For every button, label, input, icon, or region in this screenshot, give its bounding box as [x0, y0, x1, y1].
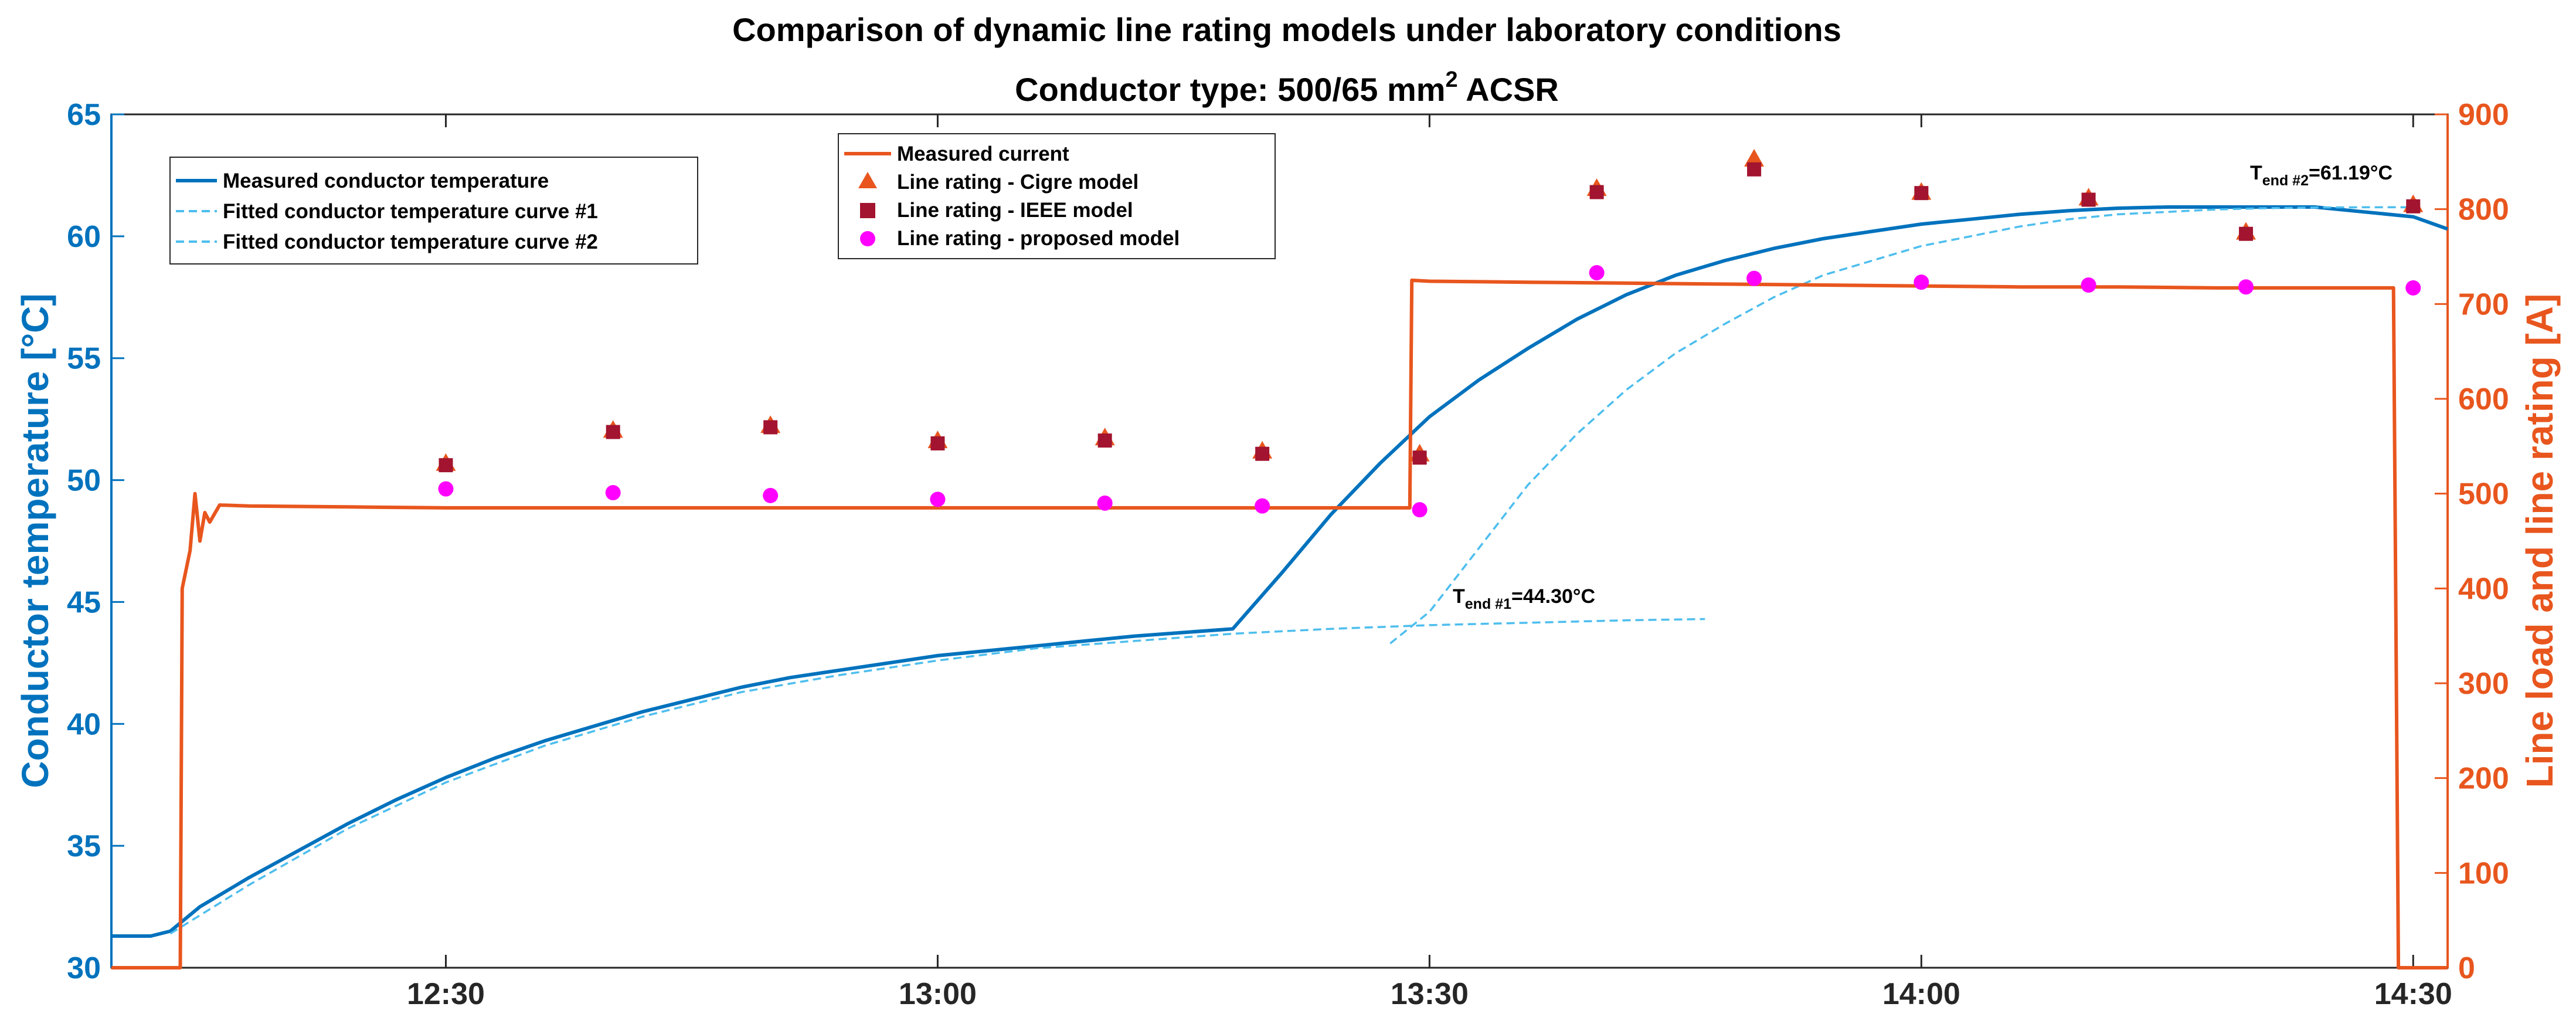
cigre-marker [1744, 148, 1765, 167]
right-tick-label: 500 [2458, 477, 2509, 511]
right-tick-label: 200 [2458, 762, 2509, 796]
series-fit-1-line [169, 618, 1705, 935]
proposed-marker [1097, 495, 1113, 511]
x-tick-label: 14:30 [2374, 977, 2452, 1011]
ieee-marker [1589, 185, 1604, 199]
x-tick-label: 14:00 [1882, 977, 1960, 1011]
ieee-marker [2239, 226, 2254, 241]
chart-title: Comparison of dynamic line rating models… [732, 11, 1841, 48]
series-layer [111, 148, 2449, 969]
right-tick-label: 300 [2458, 667, 2509, 701]
legend-label-temperature: Measured conductor temperature [223, 169, 549, 192]
x-tick-label: 13:30 [1391, 977, 1469, 1011]
proposed-marker [1255, 498, 1270, 514]
x-ticks: 12:30 13:00 13:30 14:00 14:30 [407, 114, 2452, 1011]
proposed-marker [1746, 270, 1762, 286]
subtitle-suffix: ACSR [1458, 71, 1559, 108]
legend-label-fit-2: Fitted conductor temperature curve #2 [223, 230, 598, 253]
x-tick-label: 12:30 [407, 977, 485, 1011]
right-tick-label: 900 [2458, 98, 2509, 132]
legend-swatch-cigre [858, 172, 877, 188]
legend-swatch-ieee [860, 203, 875, 218]
annotation-2-prefix: T [2250, 162, 2262, 184]
annotation-1-suffix: =44.30°C [1511, 585, 1595, 608]
left-tick-label: 40 [67, 707, 101, 741]
y-axis-label-left: Conductor temperature [°C] [14, 293, 56, 788]
right-tick-label: 100 [2458, 856, 2509, 890]
annotation-1-prefix: T [1453, 585, 1465, 608]
subtitle-prefix: Conductor type: 500/65 mm [1015, 71, 1445, 108]
proposed-marker [930, 491, 946, 507]
ieee-marker [1412, 450, 1427, 465]
proposed-marker [438, 481, 454, 497]
ieee-marker [2406, 199, 2421, 213]
proposed-marker [2081, 277, 2096, 293]
ieee-marker [2081, 192, 2096, 207]
legend-swatch-proposed [860, 231, 875, 246]
proposed-marker [1914, 274, 1929, 290]
annotation-tend-1: Tend #1=44.30°C [1453, 585, 1595, 612]
legend-label-current: Measured current [897, 143, 1069, 165]
ieee-marker [1097, 433, 1112, 448]
left-tick-label: 60 [67, 220, 101, 254]
annotation-2-suffix: =61.19°C [2309, 162, 2393, 184]
chart-subtitle: Conductor type: 500/65 mm2 ACSR [1015, 67, 1559, 108]
subtitle-superscript: 2 [1446, 67, 1458, 92]
annotation-tend-2: Tend #2=61.19°C [2250, 162, 2393, 189]
left-ticks: 30 35 40 45 50 55 60 65 [67, 98, 124, 985]
ieee-marker [1747, 162, 1762, 177]
right-tick-label: 600 [2458, 382, 2509, 416]
ieee-marker [439, 458, 453, 473]
annotation-1-sub: end #1 [1465, 596, 1511, 612]
ieee-marker [1914, 186, 1929, 201]
right-tick-label: 700 [2458, 287, 2509, 321]
right-ticks: 0 100 200 300 400 500 600 700 800 900 [2435, 98, 2509, 985]
left-tick-label: 55 [67, 342, 101, 376]
left-tick-label: 50 [67, 464, 101, 498]
right-tick-label: 800 [2458, 193, 2509, 227]
x-tick-label: 13:00 [899, 977, 977, 1011]
right-tick-label: 0 [2458, 951, 2475, 985]
legend-right: Measured current Line rating - Cigre mod… [838, 133, 1276, 259]
legend-label-fit-1: Fitted conductor temperature curve #1 [223, 200, 598, 223]
legend-left: Measured conductor temperature Fitted co… [169, 157, 698, 265]
series-measured-temperature-line [111, 205, 2449, 938]
proposed-marker [2405, 280, 2421, 296]
ieee-marker [930, 436, 945, 450]
proposed-marker [2238, 279, 2254, 295]
ieee-marker [1255, 446, 1270, 461]
legend-label-ieee: Line rating - IEEE model [897, 199, 1133, 222]
right-tick-label: 400 [2458, 572, 2509, 606]
proposed-marker [1589, 265, 1605, 280]
ieee-marker [763, 420, 778, 435]
legend-left-box [169, 157, 698, 265]
legend-label-cigre: Line rating - Cigre model [897, 171, 1139, 194]
series-measured-current-line [111, 278, 2448, 969]
left-tick-label: 45 [67, 585, 101, 619]
proposed-marker [1412, 502, 1428, 518]
left-tick-label: 35 [67, 829, 101, 863]
left-tick-label: 65 [67, 98, 101, 132]
legend-right-box [838, 133, 1276, 259]
series-fit-2-line [1389, 206, 2414, 645]
left-tick-label: 30 [67, 951, 101, 985]
ieee-marker [606, 425, 620, 439]
legend-label-proposed: Line rating - proposed model [897, 227, 1180, 250]
annotation-2-sub: end #2 [2262, 172, 2309, 189]
proposed-marker [763, 487, 779, 503]
y-axis-label-right: Line load and line rating [A] [2519, 294, 2561, 788]
proposed-marker [605, 485, 621, 501]
